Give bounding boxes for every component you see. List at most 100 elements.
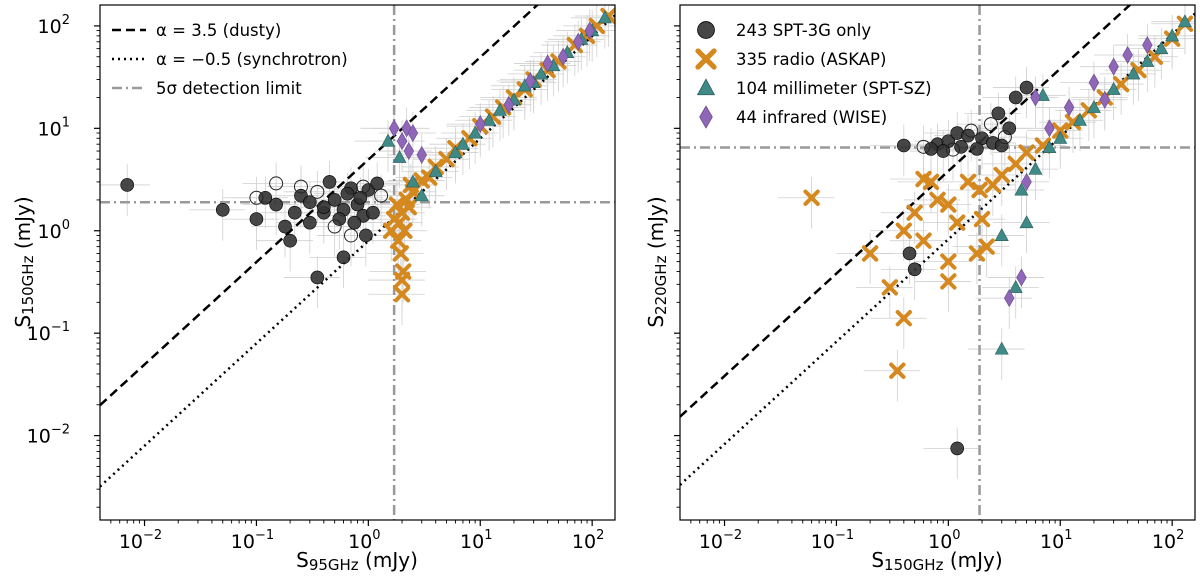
data-point-circle <box>1008 90 1023 105</box>
data-point-triangle <box>1177 14 1192 28</box>
data-point-x <box>1018 144 1035 161</box>
data-point-triangle <box>405 174 420 188</box>
data-point-circle-open <box>983 117 998 132</box>
data-point-x <box>393 271 411 289</box>
x-tick-label: 10−1 <box>811 528 854 553</box>
data-point-x <box>915 170 932 188</box>
data-point-circle-open <box>945 142 960 157</box>
x-tick-label: 101 <box>1040 528 1072 553</box>
data-point-circle <box>347 215 362 230</box>
data-point-x <box>940 273 957 290</box>
data-point-x <box>971 181 988 199</box>
data-point-x <box>1064 113 1082 131</box>
data-point-x <box>390 232 407 249</box>
legend-entry-label: 243 SPT-3G only <box>736 21 871 40</box>
data-point-circle <box>327 193 342 207</box>
data-point-diamond <box>475 115 486 134</box>
data-point-circle-open <box>293 179 308 194</box>
data-point-triangle <box>428 163 443 177</box>
left-legend: α = 3.5 (dusty) α = −0.5 (synchrotron) 5σ … <box>112 21 348 98</box>
data-point-circle <box>924 142 938 156</box>
data-point-triangle <box>1042 140 1057 153</box>
data-point-diamond <box>1030 88 1041 107</box>
data-point-triangle <box>414 188 429 202</box>
x-tick-label: 10−2 <box>119 528 162 553</box>
data-point-circle <box>961 128 975 143</box>
data-point-circle-open <box>327 219 342 234</box>
data-point-x <box>959 173 977 191</box>
data-point-triangle <box>1086 99 1101 113</box>
data-point-circle-open <box>964 123 979 138</box>
data-point-x <box>940 196 957 213</box>
data-point-circle <box>303 195 317 210</box>
data-point-circle <box>359 228 373 243</box>
data-point-circle <box>303 215 317 230</box>
x-tick-label: 10−2 <box>699 528 742 553</box>
data-point-triangle <box>492 102 507 116</box>
y-tick-label: 100 <box>38 218 70 243</box>
dusty-line <box>680 5 1132 418</box>
data-point-circle <box>317 200 331 214</box>
data-point-x <box>881 279 899 296</box>
legend-triangle-swatch <box>696 78 716 96</box>
data-point-x <box>400 198 417 216</box>
data-point-triangle <box>468 125 483 139</box>
data-point-circle-open <box>344 228 359 243</box>
data-point-x <box>984 176 1002 194</box>
data-point-diamond <box>572 32 584 51</box>
synchrotron-line <box>680 12 1195 486</box>
data-point-diamond <box>584 21 595 40</box>
legend-entry-label: α = −0.5 (synchrotron) <box>156 50 348 69</box>
data-point-x <box>949 214 966 231</box>
data-point-diamond <box>416 145 427 164</box>
data-point-circle <box>269 197 283 212</box>
data-point-diamond <box>1108 57 1119 76</box>
data-point-diamond <box>1142 36 1153 55</box>
data-point-circle <box>353 190 368 205</box>
legend-entry-label: 44 infrared (WISE) <box>736 108 887 127</box>
data-point-triangle <box>392 149 407 163</box>
data-point-circle <box>991 106 1006 121</box>
data-point-circle <box>902 246 917 261</box>
data-point-circle <box>310 270 325 285</box>
right-panel: 10−2 10−1 100 101 102 243 SPT-3G only 335 rad… <box>644 4 1196 574</box>
data-point-triangle <box>994 227 1009 241</box>
legend-entry-label: α = 3.5 (dusty) <box>156 21 281 40</box>
data-point-diamond <box>1063 98 1075 117</box>
data-point-x <box>895 222 912 239</box>
data-point-circle-open <box>997 130 1012 145</box>
data-point-circle <box>366 205 380 220</box>
data-point-diamond <box>1021 172 1032 191</box>
data-point-diamond <box>557 47 569 66</box>
data-point-diamond <box>388 119 400 138</box>
data-point-circle <box>120 178 134 192</box>
data-point-x <box>383 222 400 239</box>
data-point-circle <box>954 140 968 154</box>
data-point-circle <box>950 441 965 456</box>
right-legend: 243 SPT-3G only 335 radio (ASKAP) 104 mill… <box>695 21 932 129</box>
right-y-axis-label: S220GHz (mJy) <box>644 196 670 327</box>
left-panel: 10−2 10−1 100 101 102 10−2 10−1 100 101 102 α = 3… <box>11 4 616 574</box>
data-point-triangle <box>1053 130 1068 144</box>
data-point-triangle <box>1008 279 1023 293</box>
data-point-circle <box>994 138 1009 153</box>
left-x-axis-label: S95GHz (mJy) <box>296 548 418 574</box>
data-point-diamond <box>1016 268 1027 287</box>
data-point-x <box>915 232 932 249</box>
x-tick-label: 10−1 <box>231 528 274 553</box>
legend-entry-label: 335 radio (ASKAP) <box>736 50 886 69</box>
data-point-circle <box>287 205 302 220</box>
data-point-circle <box>332 212 347 226</box>
data-point-triangle <box>448 145 463 159</box>
data-point-triangle <box>1019 215 1034 229</box>
data-point-circle-open <box>374 188 389 203</box>
data-point-circle <box>1019 80 1034 95</box>
data-point-diamond <box>1122 45 1133 65</box>
legend-circle-swatch <box>697 21 715 39</box>
left-y-axis-label: S150GHz (mJy) <box>11 196 37 327</box>
data-point-diamond <box>407 123 419 143</box>
data-point-circle <box>907 262 922 277</box>
data-point-circle-open <box>356 179 371 194</box>
y-tick-label: 10−2 <box>27 423 70 448</box>
